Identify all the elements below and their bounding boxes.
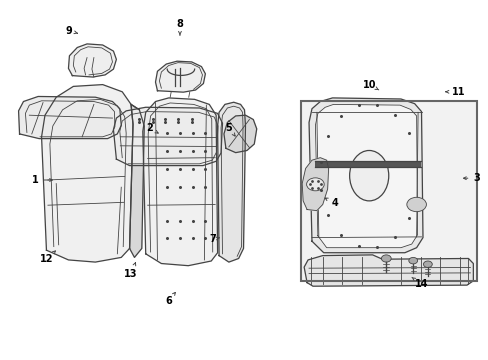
Bar [315,161,420,167]
Text: 9: 9 [65,26,77,36]
Polygon shape [68,44,116,77]
Text: 14: 14 [411,277,427,289]
Ellipse shape [349,150,388,201]
Polygon shape [19,96,121,139]
Text: 7: 7 [209,234,219,244]
Text: 8: 8 [176,19,183,35]
Circle shape [406,197,426,212]
Text: 5: 5 [225,123,235,136]
Polygon shape [302,158,328,211]
Circle shape [381,255,390,262]
Polygon shape [224,115,256,153]
Text: 11: 11 [445,87,465,97]
Polygon shape [308,98,422,253]
Polygon shape [304,255,472,286]
Polygon shape [113,107,222,166]
Text: 1: 1 [32,175,52,185]
Text: 2: 2 [145,123,158,133]
Text: 4: 4 [325,198,338,208]
Text: 3: 3 [463,173,479,183]
Polygon shape [315,104,417,248]
Polygon shape [142,98,217,266]
Text: 6: 6 [165,292,175,306]
Polygon shape [129,104,144,257]
Circle shape [306,178,324,191]
Bar [300,101,476,281]
Text: 10: 10 [362,80,378,90]
Polygon shape [155,61,205,92]
Circle shape [408,257,417,264]
Circle shape [423,261,431,267]
Polygon shape [41,85,133,262]
Bar [300,101,476,281]
Polygon shape [217,102,245,262]
Text: 13: 13 [124,263,138,279]
Text: 12: 12 [40,251,55,264]
